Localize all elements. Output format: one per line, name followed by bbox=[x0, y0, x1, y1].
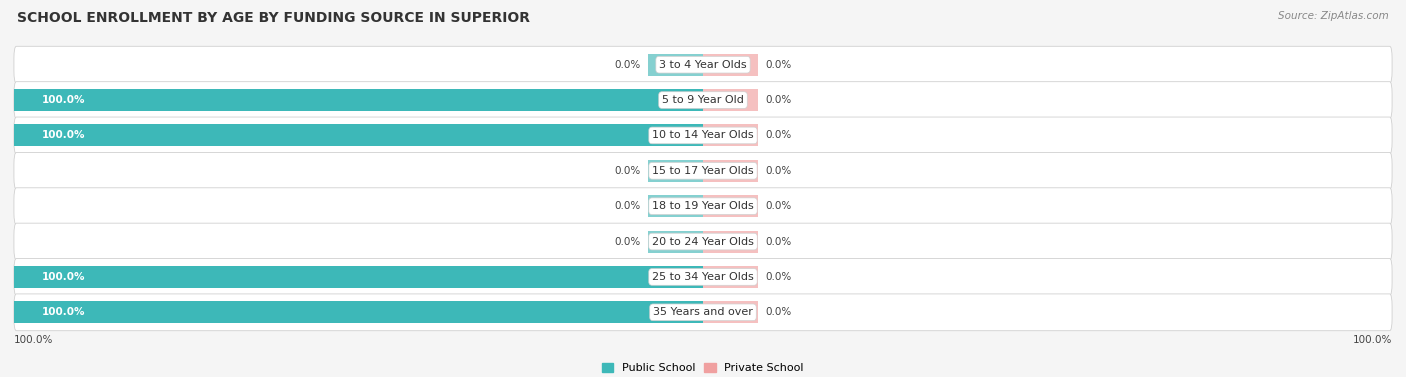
Text: 15 to 17 Year Olds: 15 to 17 Year Olds bbox=[652, 166, 754, 176]
FancyBboxPatch shape bbox=[14, 188, 1392, 225]
Text: 100.0%: 100.0% bbox=[42, 272, 86, 282]
FancyBboxPatch shape bbox=[14, 82, 1392, 118]
Text: 0.0%: 0.0% bbox=[765, 130, 792, 141]
Bar bbox=[703, 195, 758, 217]
Bar bbox=[648, 160, 703, 182]
Bar bbox=[703, 124, 758, 146]
Text: 100.0%: 100.0% bbox=[1353, 335, 1392, 345]
FancyBboxPatch shape bbox=[14, 117, 1392, 154]
Text: 100.0%: 100.0% bbox=[14, 335, 53, 345]
FancyBboxPatch shape bbox=[14, 46, 1392, 83]
Bar bbox=[703, 231, 758, 253]
Text: Source: ZipAtlas.com: Source: ZipAtlas.com bbox=[1278, 11, 1389, 21]
Bar bbox=[14, 301, 703, 323]
Text: SCHOOL ENROLLMENT BY AGE BY FUNDING SOURCE IN SUPERIOR: SCHOOL ENROLLMENT BY AGE BY FUNDING SOUR… bbox=[17, 11, 530, 25]
Text: 18 to 19 Year Olds: 18 to 19 Year Olds bbox=[652, 201, 754, 211]
Bar bbox=[648, 195, 703, 217]
Bar bbox=[703, 160, 758, 182]
Text: 10 to 14 Year Olds: 10 to 14 Year Olds bbox=[652, 130, 754, 141]
Text: 100.0%: 100.0% bbox=[42, 95, 86, 105]
Text: 20 to 24 Year Olds: 20 to 24 Year Olds bbox=[652, 236, 754, 247]
Bar bbox=[703, 54, 758, 76]
Text: 0.0%: 0.0% bbox=[614, 60, 641, 70]
Text: 35 Years and over: 35 Years and over bbox=[652, 307, 754, 317]
Text: 0.0%: 0.0% bbox=[765, 272, 792, 282]
Bar bbox=[14, 89, 703, 111]
Bar bbox=[14, 266, 703, 288]
Text: 25 to 34 Year Olds: 25 to 34 Year Olds bbox=[652, 272, 754, 282]
Text: 100.0%: 100.0% bbox=[42, 307, 86, 317]
Bar bbox=[14, 124, 703, 146]
Legend: Public School, Private School: Public School, Private School bbox=[598, 359, 808, 377]
Bar bbox=[703, 89, 758, 111]
Text: 0.0%: 0.0% bbox=[765, 201, 792, 211]
Bar bbox=[703, 301, 758, 323]
FancyBboxPatch shape bbox=[14, 223, 1392, 260]
Bar bbox=[648, 231, 703, 253]
Text: 5 to 9 Year Old: 5 to 9 Year Old bbox=[662, 95, 744, 105]
FancyBboxPatch shape bbox=[14, 259, 1392, 295]
Text: 0.0%: 0.0% bbox=[765, 60, 792, 70]
Text: 0.0%: 0.0% bbox=[765, 95, 792, 105]
Text: 0.0%: 0.0% bbox=[614, 201, 641, 211]
Text: 0.0%: 0.0% bbox=[765, 166, 792, 176]
Text: 3 to 4 Year Olds: 3 to 4 Year Olds bbox=[659, 60, 747, 70]
FancyBboxPatch shape bbox=[14, 152, 1392, 189]
Text: 0.0%: 0.0% bbox=[765, 307, 792, 317]
Text: 0.0%: 0.0% bbox=[614, 236, 641, 247]
FancyBboxPatch shape bbox=[14, 294, 1392, 331]
Text: 0.0%: 0.0% bbox=[765, 236, 792, 247]
Bar bbox=[703, 266, 758, 288]
Text: 0.0%: 0.0% bbox=[614, 166, 641, 176]
Bar bbox=[648, 54, 703, 76]
Text: 100.0%: 100.0% bbox=[42, 130, 86, 141]
